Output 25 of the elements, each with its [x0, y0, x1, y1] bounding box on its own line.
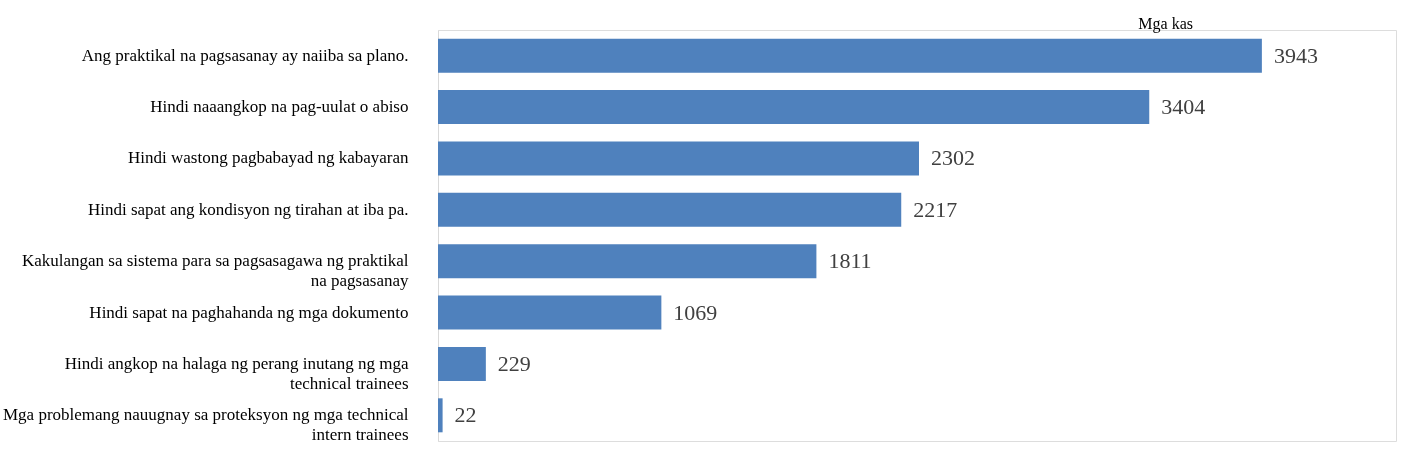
y-tick-label: Hindi naaangkop na pag-uulat o abiso [150, 97, 409, 117]
y-tick-label: Hindi sapat ang kondisyon ng tirahan at iba pa. [87, 199, 409, 219]
y-tick-label: Mga problemang nauugnay sa proteksyon ng mga technical intern trainees [2, 405, 409, 445]
bar [438, 295, 662, 330]
data-label: 3943 [1273, 42, 1318, 68]
bar [438, 346, 486, 381]
y-tick-label: Hindi sapat na paghahanda ng mga dokumento [89, 302, 409, 322]
y-tick-label: Ang praktikal na pagsasanay ay naiiba sa plano. [81, 45, 409, 65]
data-label: 1811 [828, 248, 872, 274]
bar [438, 141, 919, 176]
bar [438, 398, 443, 433]
data-label: 22 [454, 402, 477, 428]
bar [438, 90, 1150, 125]
data-label: 2217 [913, 196, 958, 222]
bar [438, 192, 902, 227]
y-tick-label: Hindi angkop na halaga ng perang inutang ng mga technical trainees [64, 353, 409, 393]
y-tick-label: Hindi wastong pagbabayad ng kabayaran [128, 148, 409, 168]
bar [438, 244, 817, 279]
data-label: 229 [497, 350, 531, 376]
annotation: Mga kas [1138, 15, 1193, 33]
y-tick-label: Kakulangan sa sistema para sa pagsasagawa ng praktikal na pagsasanay [21, 251, 409, 291]
data-label: 1069 [673, 299, 718, 325]
data-label: 2302 [931, 145, 975, 171]
bar [438, 38, 1262, 73]
data-label: 3404 [1161, 94, 1206, 120]
